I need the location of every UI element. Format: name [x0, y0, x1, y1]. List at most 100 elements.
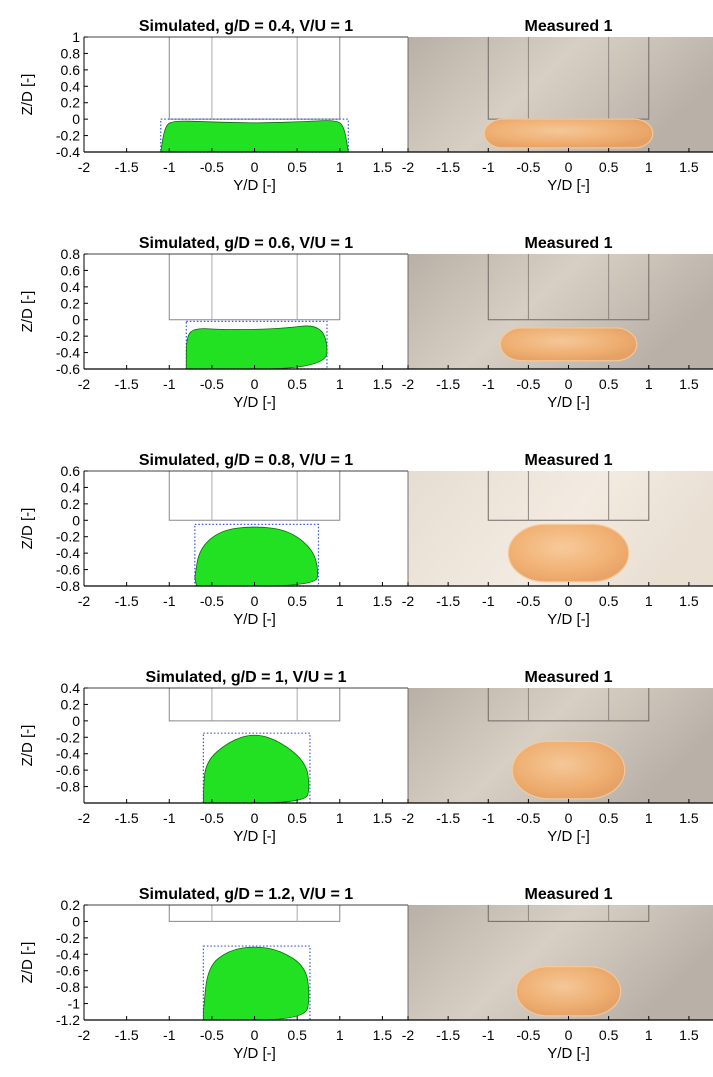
- y-tick-label: 1: [72, 29, 80, 45]
- x-tick-label: -1: [482, 376, 495, 392]
- y-axis-label: Z/D [-]: [19, 508, 36, 550]
- measured-panel: -2 -1.5 -1 -0.5 0 0.5 1 1.5 Measured 1 Y/D [-]: [402, 452, 713, 628]
- x-tick-label: -1.5: [115, 159, 139, 175]
- y-tick-label: 0: [72, 512, 80, 528]
- x-tick-label: -1.5: [115, 810, 139, 826]
- x-tick-label: -1: [163, 159, 176, 175]
- panel-title: Measured 1: [525, 18, 613, 35]
- jet-cross-section: [202, 734, 310, 804]
- x-tick-label: -1: [163, 593, 176, 609]
- x-tick-label: 0: [251, 1027, 259, 1043]
- y-tick-label: -0.8: [56, 779, 80, 795]
- x-tick-label: 0.5: [287, 376, 307, 392]
- channel-outline: [168, 905, 341, 922]
- y-tick-label: 0: [72, 111, 80, 127]
- x-tick-label: 1: [645, 1027, 653, 1043]
- channel-outline: [487, 688, 650, 722]
- x-tick-label: 1: [645, 159, 653, 175]
- x-tick-label: -1.5: [115, 376, 139, 392]
- x-tick-label: 1.5: [679, 810, 699, 826]
- y-tick-label: 0: [72, 913, 80, 929]
- measured-jet-blob: [507, 523, 630, 583]
- y-tick-label: 0.6: [61, 262, 81, 278]
- x-axis-label: Y/D [-]: [547, 394, 590, 411]
- x-tick-label: -1: [482, 593, 495, 609]
- panel-title: Simulated, g/D = 0.8, V/U = 1: [139, 452, 353, 469]
- jet-cross-section: [185, 325, 328, 370]
- x-tick-label: -2: [78, 376, 91, 392]
- channel-outline: [168, 688, 341, 722]
- measured-panel: -2 -1.5 -1 -0.5 0 0.5 1 1.5 Measured 1 Y/D [-]: [402, 886, 713, 1062]
- x-tick-label: -1.5: [436, 159, 460, 175]
- panel-title: Simulated, g/D = 0.6, V/U = 1: [139, 235, 353, 252]
- y-tick-label: -1: [68, 996, 81, 1012]
- figure-row: 0.40.20-0.2-0.4-0.6-0.8-2 -1.5 -1 -0.5 0 0.5 1…: [19, 669, 713, 845]
- x-tick-label: 0.5: [287, 810, 307, 826]
- x-tick-label: 0: [251, 593, 259, 609]
- x-tick-label: 0.5: [287, 159, 307, 175]
- x-tick-label: 0.5: [599, 810, 619, 826]
- x-tick-label: -2: [78, 593, 91, 609]
- y-tick-label: -0.4: [56, 144, 80, 160]
- x-tick-label: -0.5: [200, 810, 224, 826]
- x-tick-label: -1.5: [436, 810, 460, 826]
- channel-wall: [487, 471, 650, 521]
- x-tick-label: 1.5: [679, 593, 699, 609]
- x-tick-label: 0: [251, 159, 259, 175]
- x-tick-label: 0.5: [599, 376, 619, 392]
- x-tick-label: -2: [402, 159, 415, 175]
- channel-wall: [168, 905, 341, 922]
- x-tick-label: -2: [402, 1027, 415, 1043]
- x-tick-label: 0: [565, 1027, 573, 1043]
- x-tick-label: -1: [482, 159, 495, 175]
- simulated-panel: 0.40.20-0.2-0.4-0.6-0.8-2 -1.5 -1 -0.5 0 0.5 1…: [19, 669, 408, 845]
- x-tick-label: -1.5: [115, 593, 139, 609]
- jet-bounding-box: [194, 523, 320, 587]
- x-tick-label: 1.5: [373, 1027, 393, 1043]
- y-axis-label: Z/D [-]: [19, 725, 36, 767]
- x-tick-label: 0: [565, 376, 573, 392]
- x-tick-label: 1: [336, 159, 344, 175]
- simulated-panel: 0.20-0.2-0.4-0.6-0.8-1-1.2-2 -1.5 -1 -0.5 0 0…: [19, 886, 408, 1062]
- y-axis-label: Z/D [-]: [19, 74, 36, 116]
- jet-bounding-box: [202, 945, 311, 1021]
- x-axis-label: Y/D [-]: [233, 611, 276, 628]
- x-tick-label: 0: [565, 810, 573, 826]
- x-axis-label: Y/D [-]: [233, 1045, 276, 1062]
- y-axis-label: Z/D [-]: [19, 942, 36, 984]
- y-tick-label: 0.2: [61, 696, 81, 712]
- x-tick-label: -0.5: [516, 810, 540, 826]
- channel-outline: [487, 471, 650, 521]
- x-tick-label: -0.5: [200, 1027, 224, 1043]
- y-tick-label: -0.6: [56, 963, 80, 979]
- x-tick-label: -2: [402, 376, 415, 392]
- channel-wall: [168, 688, 341, 722]
- x-tick-label: -0.5: [200, 159, 224, 175]
- jet-cross-section: [160, 120, 349, 153]
- y-tick-label: -1.2: [56, 1012, 80, 1028]
- measured-panel: -2 -1.5 -1 -0.5 0 0.5 1 1.5 Measured 1 Y/D [-]: [402, 235, 713, 411]
- channel-wall: [487, 254, 650, 321]
- y-tick-label: 0.4: [61, 279, 81, 295]
- jet-cross-section: [202, 946, 310, 1021]
- x-tick-label: 0: [251, 376, 259, 392]
- y-tick-label: -0.8: [56, 578, 80, 594]
- x-tick-label: 1.5: [373, 376, 393, 392]
- jet-cross-section: [194, 526, 318, 587]
- channel-wall: [168, 254, 341, 321]
- x-tick-label: -0.5: [516, 593, 540, 609]
- y-tick-label: -0.6: [56, 562, 80, 578]
- y-tick-label: -0.6: [56, 361, 80, 377]
- x-tick-label: 1: [336, 1027, 344, 1043]
- x-tick-label: 0: [565, 159, 573, 175]
- y-tick-label: -0.2: [56, 529, 80, 545]
- x-tick-label: -0.5: [200, 376, 224, 392]
- panel-title: Measured 1: [525, 886, 613, 903]
- x-tick-label: 1: [336, 810, 344, 826]
- jet-bounding-box: [160, 118, 349, 153]
- x-tick-label: -2: [402, 810, 415, 826]
- x-tick-label: 1.5: [679, 1027, 699, 1043]
- panel-title: Measured 1: [525, 452, 613, 469]
- x-tick-label: -1: [482, 810, 495, 826]
- x-tick-label: 0: [565, 593, 573, 609]
